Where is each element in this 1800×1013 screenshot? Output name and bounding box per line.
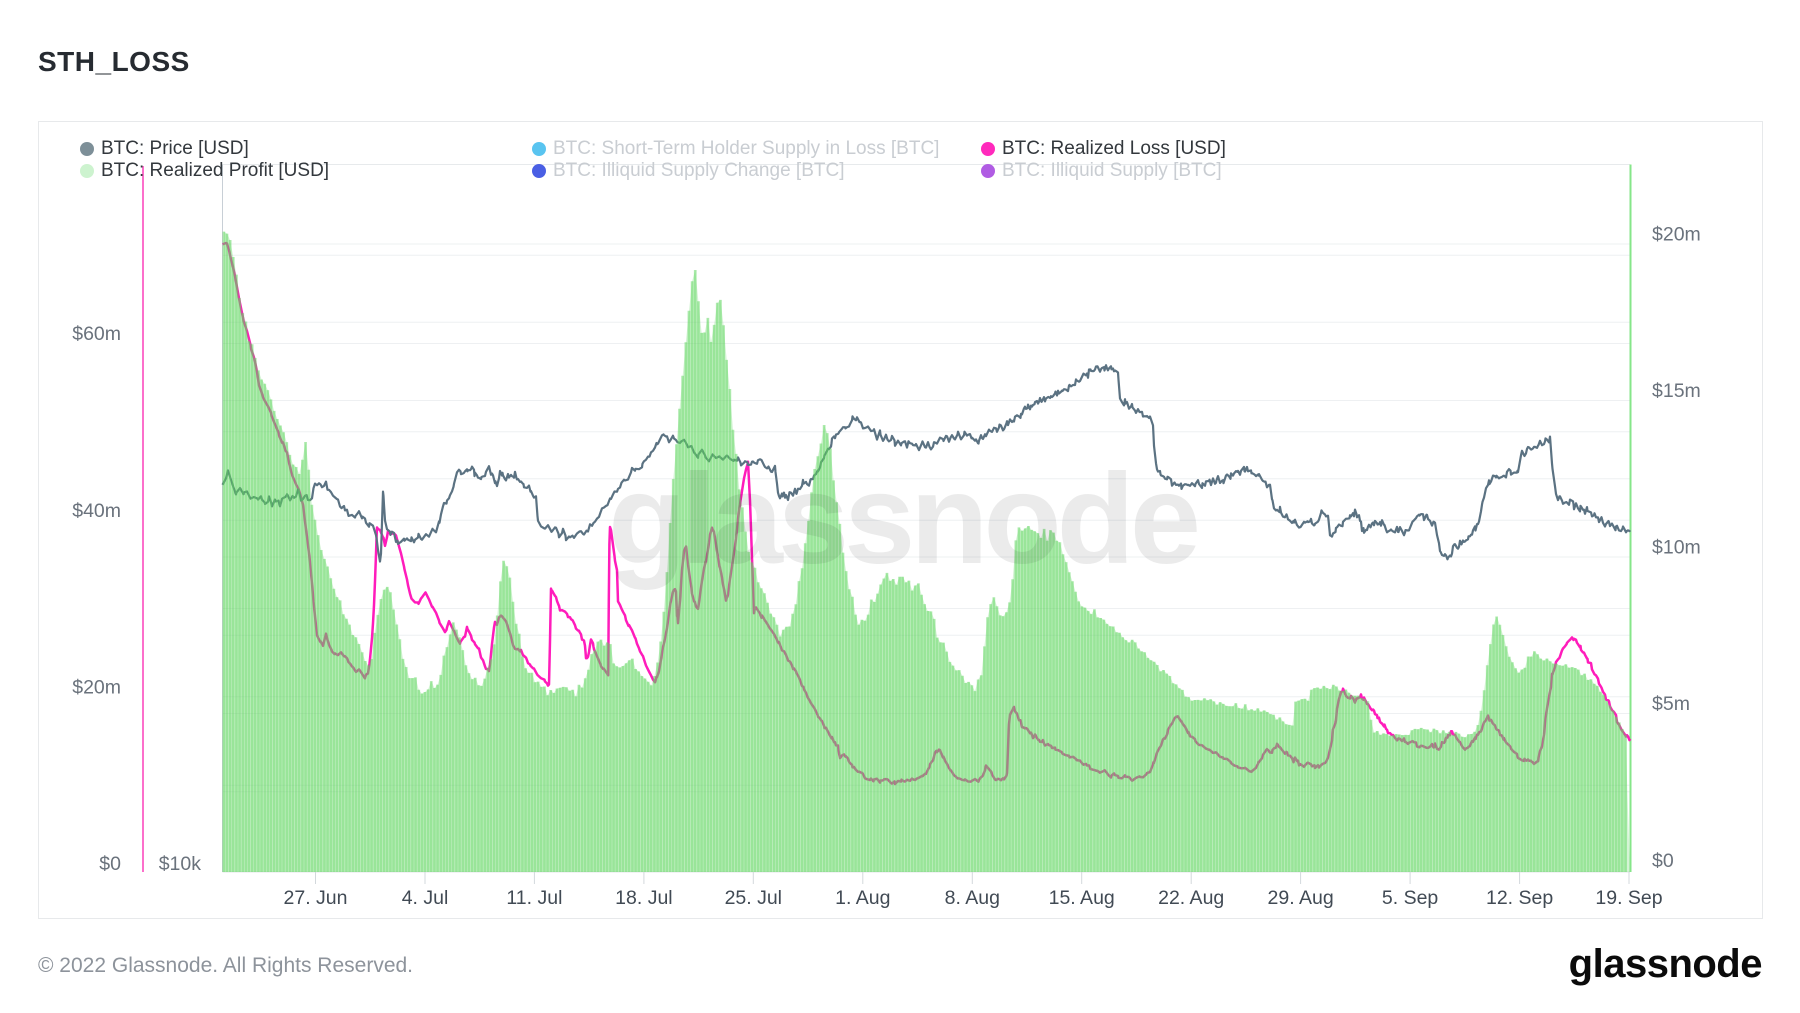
svg-text:22. Aug: 22. Aug [1158, 887, 1224, 909]
svg-text:18. Jul: 18. Jul [615, 887, 672, 909]
svg-text:19. Sep: 19. Sep [1595, 887, 1662, 909]
svg-text:15. Aug: 15. Aug [1049, 887, 1115, 909]
svg-text:$20m: $20m [72, 676, 121, 698]
svg-text:$0: $0 [1652, 850, 1674, 872]
svg-text:4. Jul: 4. Jul [402, 887, 449, 909]
svg-text:8. Aug: 8. Aug [945, 887, 1000, 909]
svg-text:5. Sep: 5. Sep [1382, 887, 1439, 909]
svg-text:12. Sep: 12. Sep [1486, 887, 1553, 909]
svg-text:$15m: $15m [1652, 380, 1701, 402]
svg-text:glassnode: glassnode [608, 448, 1197, 591]
svg-text:11. Jul: 11. Jul [506, 887, 562, 909]
svg-text:$20m: $20m [1652, 224, 1701, 246]
svg-text:$5m: $5m [1652, 693, 1690, 715]
svg-text:27. Jun: 27. Jun [284, 887, 348, 909]
svg-text:$10k: $10k [159, 853, 202, 875]
svg-text:$0: $0 [99, 853, 121, 875]
svg-text:$60m: $60m [72, 323, 121, 345]
svg-text:$10m: $10m [1652, 537, 1701, 559]
svg-text:$40m: $40m [72, 500, 121, 522]
svg-text:25. Jul: 25. Jul [725, 887, 782, 909]
svg-text:1. Aug: 1. Aug [835, 887, 890, 909]
svg-text:29. Aug: 29. Aug [1268, 887, 1334, 909]
